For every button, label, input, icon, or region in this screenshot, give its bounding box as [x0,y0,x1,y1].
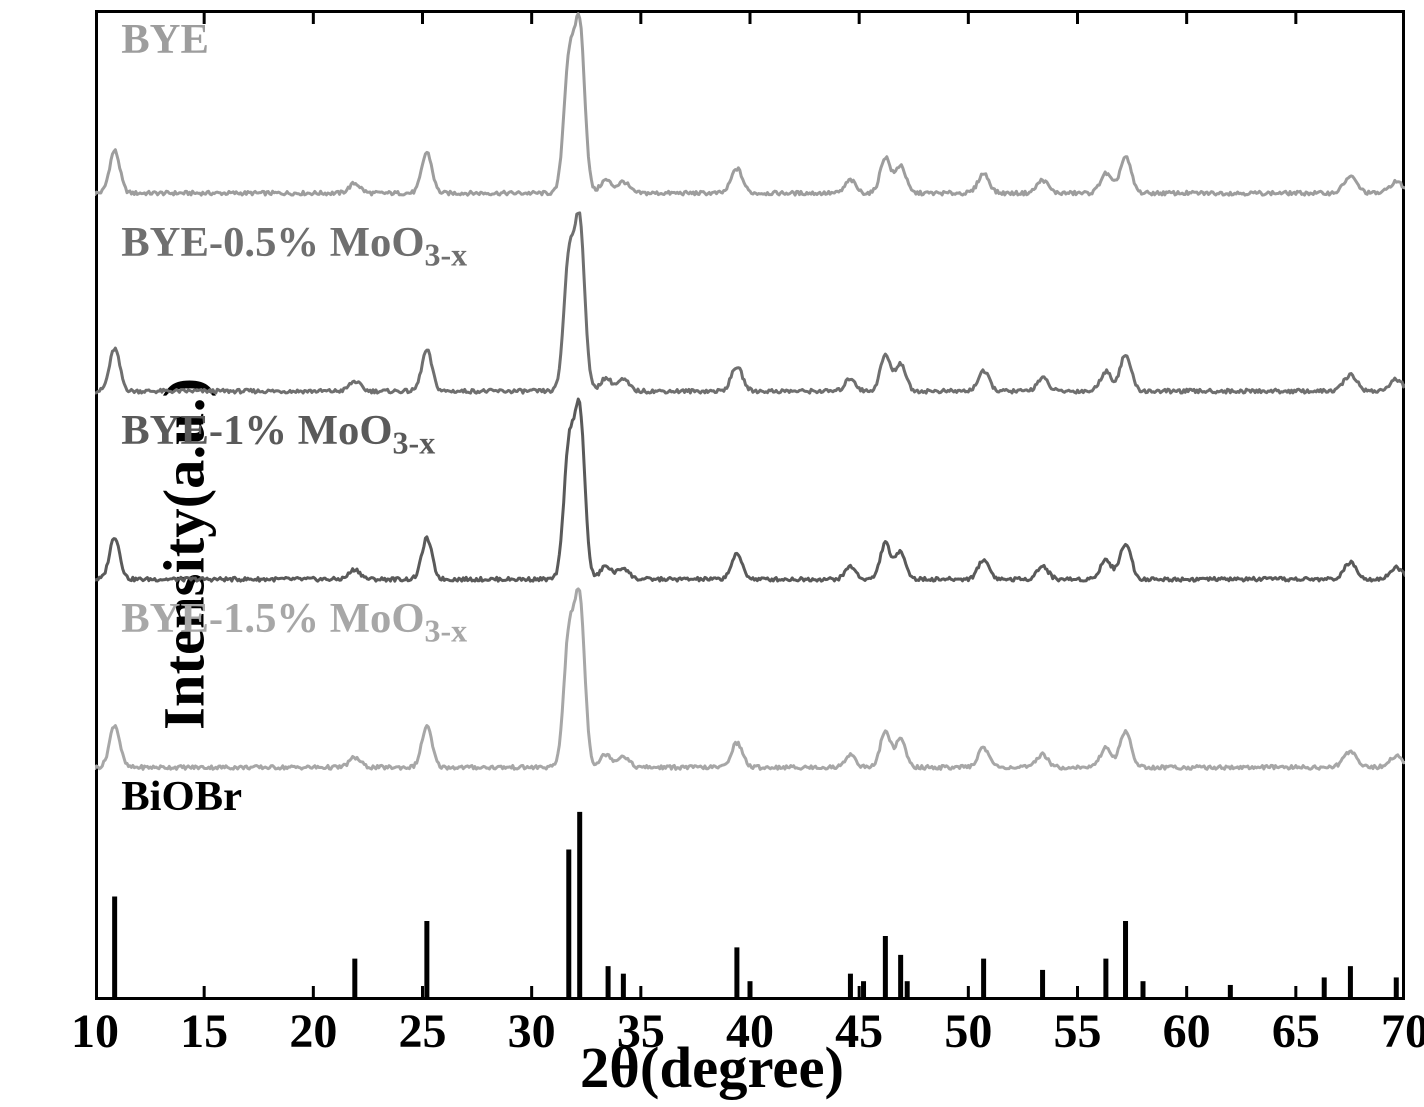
x-tick-label: 35 [617,1004,665,1059]
trace-label: BYE-1.5% MoO3-x [121,594,467,650]
x-tick-label: 45 [835,1004,883,1059]
x-tick-label: 70 [1381,1004,1424,1059]
x-tick-label: 65 [1272,1004,1320,1059]
reference-label: BiOBr [121,772,242,821]
xrd-trace [95,14,1405,195]
trace-label: BYE [121,15,209,64]
x-tick-label: 60 [1163,1004,1211,1059]
x-tick-label: 55 [1054,1004,1102,1059]
x-tick-label: 20 [289,1004,337,1059]
x-tick-label: 50 [944,1004,992,1059]
trace-label: BYE-0.5% MoO3-x [121,218,467,274]
x-tick-label: 25 [399,1004,447,1059]
reference-pattern [115,812,1397,1000]
x-tick-label: 15 [180,1004,228,1059]
plot-svg [95,10,1405,1000]
x-tick-label: 30 [508,1004,556,1059]
xrd-figure: Intensity(a.u.) 2θ(degree) 1015202530354… [0,0,1424,1107]
x-tick-label: 10 [71,1004,119,1059]
plot-area: 10152025303540455055606570BiOBrBYEBYE-0.… [95,10,1405,1000]
x-tick-label: 40 [726,1004,774,1059]
trace-label: BYE-1% MoO3-x [121,406,435,462]
